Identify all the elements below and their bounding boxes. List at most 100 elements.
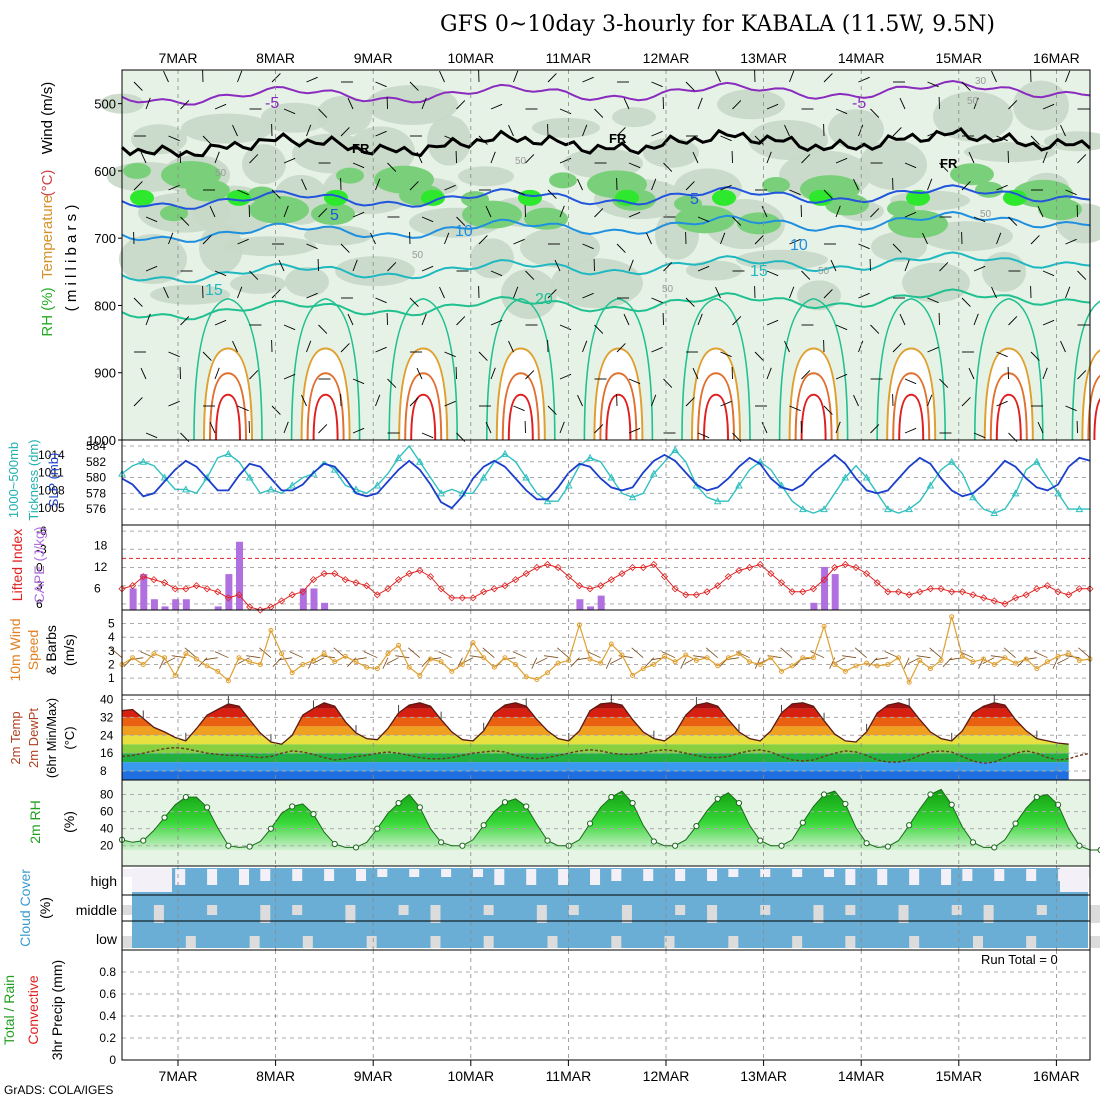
wind-speed-marker [193,656,199,662]
upper-wind-barb [858,243,870,250]
upper-wind-barb [180,216,190,226]
li-marker [171,585,179,593]
upper-wind-barb [939,162,949,172]
surface-wind-barb [438,651,452,659]
upper-temp-plume [410,393,437,441]
upper-wind-barb [271,189,281,199]
upper-temp-plume [995,393,1022,441]
upper-wind-barb [939,262,949,272]
rh-area [122,789,1100,850]
li-marker [129,582,137,590]
li-marker [437,585,445,593]
upper-temp-20-contour [876,297,946,441]
upper-wind-barb [761,205,768,218]
upper-tick-label: 700 [94,231,116,246]
upper-wind-barb [628,378,641,385]
date-label-bottom: 16MAR [1033,1068,1080,1084]
upper-wind-barb [904,211,917,218]
thickness-marker [713,497,722,505]
rh-marker [501,799,509,806]
upper-wind-barb [421,216,434,223]
upper-rh-moist [950,163,994,186]
cape-bar [310,588,318,610]
li-marker [480,588,488,596]
wind-speed-marker [544,670,550,676]
upper-wind-barb [720,135,732,142]
upper-wind-barb [513,286,519,299]
cloud-low-gap [430,936,441,948]
upper-wind-barb [697,97,703,110]
upper-wind-barb [237,70,243,83]
upper-temp-20-contour [193,297,263,441]
upper-rh-region [150,284,230,305]
wind-speed-marker [779,668,785,674]
upper-wind-barb [163,286,169,299]
upper-wind-barb [1008,216,1018,226]
panel-label: 10m Wind [7,618,23,681]
date-label-bottom: 9MAR [354,1068,393,1084]
rh-marker [459,842,466,849]
thickness-marker [607,473,616,481]
upper-wind-barb [163,70,169,83]
upper-wind-barb [835,421,841,434]
li-marker [831,563,839,572]
upper-wind-barb [202,235,212,245]
li-tick-label: 0 [36,561,43,575]
cloud-row-label: middle [76,902,117,918]
upper-wind-barb [594,324,604,334]
surface-wind-barb [204,657,218,661]
cloud-high-gap [824,869,835,877]
date-label-bottom: 11MAR [546,1068,592,1084]
li-marker [1022,591,1030,599]
upper-rh-moist [374,165,434,194]
surface-wind-barb [841,655,857,659]
thick-tick-label: 578 [86,486,106,500]
upper-wind-barb [685,297,695,307]
surface-wind-barb [903,657,910,669]
cape-bar [225,574,233,610]
wind-speed-marker [927,666,933,672]
li-marker [384,585,392,593]
upper-rh-label: 50 [515,156,527,167]
upper-wind-barb [685,397,695,407]
surface-wind-barb [308,657,314,669]
li-marker [139,573,147,581]
upper-temp-20-contour [681,297,751,441]
upper-freezing-label: FR [940,156,958,171]
wind-speed-marker [300,662,306,668]
upper-wind-barb [559,324,572,331]
wind-speed-marker [725,655,731,661]
cloud-high-gap [611,869,622,881]
surface-wind-barb [684,657,697,664]
upper-wind-barb [513,70,519,83]
dewpoint-line [121,746,1091,764]
surface-wind-barb [214,651,229,659]
upper-wind-barb [835,205,841,218]
date-label-top: 15MAR [935,50,982,66]
upper-wind-barb [547,73,557,83]
cloud-high-gap [324,869,335,881]
upper-wind-barb [628,427,641,434]
thickness-marker [1075,505,1084,513]
upper-wind-barb [927,81,939,88]
li-marker [182,585,190,593]
upper-wind-barb [409,181,419,191]
upper-rh-label: 50 [967,96,979,107]
wind-speed-marker [587,656,593,662]
chart-title: GFS 0~10day 3-hourly for KABALA (11.5W, … [440,12,995,37]
temp-color-band [122,753,1069,763]
upper-rh-region [304,225,372,246]
rh-marker [629,799,636,807]
upper-wind-barb [697,313,703,326]
upper-wind-barb [559,421,565,434]
upper-wind-barb [577,178,583,191]
wind-speed-marker [662,653,668,659]
li-marker [926,585,935,593]
upper-temp-plume [312,393,339,441]
thickness-marker [564,481,573,489]
upper-rh-region [1013,80,1069,131]
upper-wind-barb [232,124,238,137]
upper-wind-barb [1042,270,1055,277]
upper-temp-plume [800,393,827,441]
rh-marker [672,842,679,849]
